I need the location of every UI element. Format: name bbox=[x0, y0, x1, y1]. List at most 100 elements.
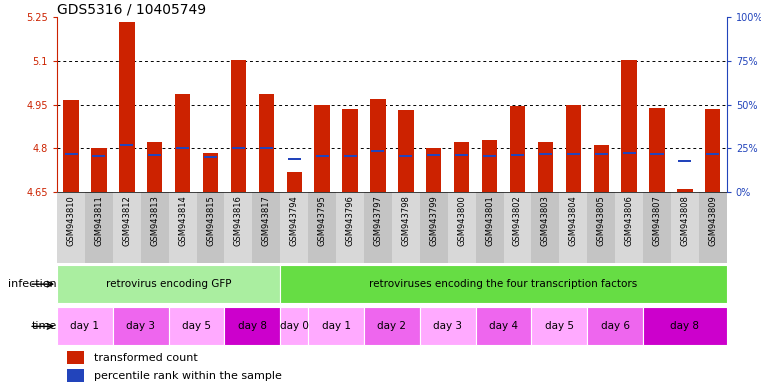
Bar bbox=[649, 108, 664, 192]
Bar bbox=[454, 142, 470, 192]
Bar bbox=[643, 192, 671, 263]
Bar bbox=[371, 150, 384, 152]
Bar bbox=[203, 153, 218, 192]
Bar bbox=[169, 307, 224, 346]
Bar bbox=[482, 140, 497, 192]
Bar bbox=[398, 111, 413, 192]
Text: GSM943817: GSM943817 bbox=[262, 195, 271, 247]
Bar bbox=[224, 307, 280, 346]
Text: day 1: day 1 bbox=[71, 321, 100, 331]
Text: GSM943796: GSM943796 bbox=[345, 195, 355, 247]
Bar bbox=[260, 147, 273, 149]
Bar bbox=[594, 146, 609, 192]
Text: GSM943815: GSM943815 bbox=[206, 195, 215, 246]
Bar bbox=[671, 192, 699, 263]
Bar bbox=[57, 265, 280, 303]
Text: GSM943806: GSM943806 bbox=[625, 195, 634, 247]
Text: day 5: day 5 bbox=[545, 321, 574, 331]
Bar bbox=[699, 192, 727, 263]
Text: day 3: day 3 bbox=[126, 321, 155, 331]
Bar bbox=[420, 192, 447, 263]
Bar bbox=[392, 192, 420, 263]
Bar bbox=[67, 369, 84, 382]
Bar bbox=[308, 307, 364, 346]
Bar bbox=[455, 154, 468, 156]
Bar bbox=[280, 265, 727, 303]
Bar bbox=[91, 148, 107, 192]
Bar bbox=[65, 152, 78, 155]
Bar bbox=[113, 307, 169, 346]
Text: GSM943798: GSM943798 bbox=[401, 195, 410, 247]
Bar bbox=[538, 142, 553, 192]
Bar bbox=[169, 192, 196, 263]
Text: transformed count: transformed count bbox=[94, 353, 198, 363]
Text: GSM943794: GSM943794 bbox=[290, 195, 299, 246]
Bar bbox=[253, 192, 280, 263]
Bar bbox=[288, 158, 301, 161]
Text: infection: infection bbox=[8, 279, 57, 289]
Bar bbox=[371, 99, 386, 192]
Text: retroviruses encoding the four transcription factors: retroviruses encoding the four transcrip… bbox=[369, 279, 638, 289]
Bar bbox=[587, 307, 643, 346]
Bar bbox=[232, 147, 245, 149]
Text: day 8: day 8 bbox=[238, 321, 267, 331]
Text: day 5: day 5 bbox=[182, 321, 211, 331]
Bar bbox=[175, 94, 190, 192]
Text: day 2: day 2 bbox=[377, 321, 406, 331]
Bar bbox=[141, 192, 169, 263]
Bar bbox=[342, 109, 358, 192]
Bar bbox=[510, 106, 525, 192]
Bar bbox=[565, 104, 581, 192]
Text: day 0: day 0 bbox=[280, 321, 309, 331]
Bar bbox=[706, 152, 719, 155]
Bar bbox=[113, 192, 141, 263]
Text: GSM943811: GSM943811 bbox=[94, 195, 103, 246]
Text: time: time bbox=[32, 321, 57, 331]
Bar bbox=[287, 172, 302, 192]
Text: day 6: day 6 bbox=[600, 321, 629, 331]
Bar bbox=[511, 154, 524, 156]
Text: day 4: day 4 bbox=[489, 321, 518, 331]
Bar bbox=[677, 189, 693, 192]
Bar bbox=[622, 152, 635, 154]
Bar bbox=[559, 192, 587, 263]
Text: day 1: day 1 bbox=[322, 321, 351, 331]
Text: GSM943800: GSM943800 bbox=[457, 195, 466, 246]
Bar bbox=[531, 192, 559, 263]
Bar bbox=[587, 192, 615, 263]
Bar bbox=[204, 156, 217, 158]
Bar bbox=[447, 192, 476, 263]
Text: GSM943812: GSM943812 bbox=[123, 195, 132, 246]
Text: GSM943808: GSM943808 bbox=[680, 195, 689, 247]
Bar bbox=[224, 192, 253, 263]
Bar bbox=[483, 155, 496, 157]
Text: GSM943807: GSM943807 bbox=[652, 195, 661, 247]
Bar bbox=[176, 147, 189, 149]
Bar bbox=[364, 192, 392, 263]
Bar bbox=[119, 22, 135, 192]
Bar bbox=[420, 307, 476, 346]
Bar bbox=[476, 192, 504, 263]
Text: GSM943805: GSM943805 bbox=[597, 195, 606, 246]
Bar bbox=[316, 155, 329, 157]
Bar bbox=[57, 307, 113, 346]
Text: GSM943816: GSM943816 bbox=[234, 195, 243, 247]
Bar bbox=[476, 307, 531, 346]
Bar bbox=[343, 155, 357, 157]
Bar bbox=[308, 192, 336, 263]
Bar bbox=[67, 351, 84, 364]
Bar bbox=[594, 153, 608, 155]
Text: GSM943810: GSM943810 bbox=[66, 195, 75, 246]
Bar bbox=[120, 144, 133, 146]
Text: GSM943802: GSM943802 bbox=[513, 195, 522, 246]
Bar bbox=[504, 192, 531, 263]
Text: GSM943814: GSM943814 bbox=[178, 195, 187, 246]
Bar bbox=[400, 155, 412, 157]
Bar bbox=[531, 307, 587, 346]
Bar bbox=[148, 154, 161, 156]
Text: GSM943813: GSM943813 bbox=[150, 195, 159, 247]
Bar bbox=[231, 60, 246, 192]
Text: day 3: day 3 bbox=[433, 321, 462, 331]
Bar bbox=[336, 192, 364, 263]
Bar bbox=[280, 307, 308, 346]
